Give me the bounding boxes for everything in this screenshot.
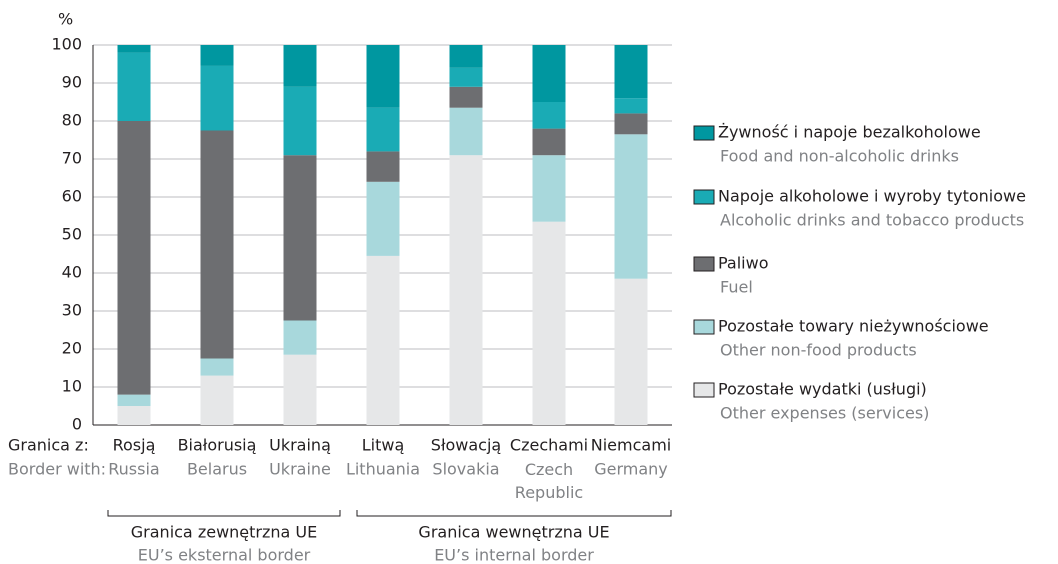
bar-segment <box>200 358 234 376</box>
bar-segment <box>366 255 400 425</box>
bar-segment <box>532 128 566 156</box>
group-bracket <box>107 510 341 517</box>
bar-segment <box>449 107 483 156</box>
group-label: Granica wewnętrzna UE <box>418 523 609 542</box>
x-tick-label: Słowacją <box>431 436 501 455</box>
bar-segment <box>614 113 648 135</box>
group-bracket <box>356 510 672 517</box>
bar-segment <box>200 375 234 425</box>
group-label-en: EU’s eksternal border <box>138 546 311 564</box>
y-tick-label: 30 <box>62 301 82 320</box>
x-tick-label-en: Ukraine <box>269 460 331 479</box>
y-tick-label: 70 <box>62 149 82 168</box>
legend-label-en: Food and non-alcoholic drinks <box>720 147 959 166</box>
bar-segment <box>532 221 566 425</box>
y-unit: % <box>58 10 73 29</box>
y-tick-label: 80 <box>62 111 82 130</box>
bar-segment <box>366 181 400 256</box>
legend-label-en: Other non-food products <box>720 341 917 360</box>
x-tick-label-en: Slovakia <box>432 460 499 479</box>
legend-swatch <box>693 256 715 272</box>
bar-segment <box>614 45 648 99</box>
bar-segment <box>283 45 317 87</box>
bar-segment <box>117 121 151 395</box>
bar-segment <box>532 45 566 102</box>
bar-segment <box>366 151 400 182</box>
y-tick-label: 0 <box>72 415 82 434</box>
bar-segment <box>200 65 234 131</box>
bar-segment <box>449 86 483 108</box>
x-label: Granica z: <box>8 436 89 455</box>
bar-segment <box>614 134 648 279</box>
bar-segment <box>283 155 317 321</box>
x-tick-label-en: Lithuania <box>346 460 420 479</box>
bar-segment <box>366 107 400 152</box>
bar-segment <box>117 45 151 53</box>
bar-segment <box>614 98 648 114</box>
group-label: Granica zewnętrzna UE <box>131 523 317 542</box>
bar-segment <box>117 406 151 425</box>
x-tick-label-en: Czech Republic <box>515 460 583 502</box>
bar-segment <box>117 394 151 406</box>
legend-swatch <box>693 319 715 335</box>
legend-label-en: Other expenses (services) <box>720 404 929 423</box>
x-tick-label: Czechami <box>510 436 588 455</box>
x-label-en: Border with: <box>8 460 106 479</box>
legend-swatch <box>693 125 715 141</box>
x-tick-label: Rosją <box>113 436 156 455</box>
legend-label: Pozostałe towary nieżywnościowe <box>718 317 989 336</box>
x-tick-label-en: Russia <box>108 460 159 479</box>
y-tick-label: 40 <box>62 263 82 282</box>
x-tick-label: Białorusią <box>178 436 257 455</box>
bar-segment <box>117 52 151 121</box>
x-tick-label-en: Germany <box>594 460 668 479</box>
bar-segment <box>200 130 234 359</box>
legend-label-en: Alcoholic drinks and tobacco products <box>720 211 1024 230</box>
bar-segment <box>614 278 648 425</box>
y-tick-label: 50 <box>62 225 82 244</box>
legend-swatch <box>693 189 715 205</box>
legend-label: Pozostałe wydatki (usługi) <box>718 380 927 399</box>
bar-segment <box>283 86 317 156</box>
bar-segment <box>200 45 234 66</box>
bar-segment <box>532 102 566 129</box>
y-tick-label: 60 <box>62 187 82 206</box>
legend-label: Napoje alkoholowe i wyroby tytoniowe <box>718 187 1026 206</box>
y-tick-label: 90 <box>62 73 82 92</box>
x-tick-label-en: Belarus <box>187 460 247 479</box>
x-tick-label: Niemcami <box>591 436 671 455</box>
bar-segment <box>449 45 483 68</box>
bar-segment <box>283 320 317 355</box>
y-tick-label: 10 <box>62 377 82 396</box>
y-tick-label: 100 <box>51 35 82 54</box>
legend-label: Żywność i napoje bezalkoholowe <box>718 123 981 142</box>
legend-label: Paliwo <box>718 254 769 273</box>
bar-segment <box>283 354 317 425</box>
x-tick-label: Litwą <box>362 436 405 455</box>
legend-swatch <box>693 382 715 398</box>
y-tick-label: 20 <box>62 339 82 358</box>
bar-segment <box>449 67 483 87</box>
bar-segment <box>532 155 566 222</box>
group-label-en: EU’s internal border <box>434 546 594 564</box>
legend-label-en: Fuel <box>720 278 753 297</box>
bar-segment <box>366 45 400 108</box>
x-tick-label: Ukrainą <box>269 436 331 455</box>
bar-segment <box>449 155 483 425</box>
